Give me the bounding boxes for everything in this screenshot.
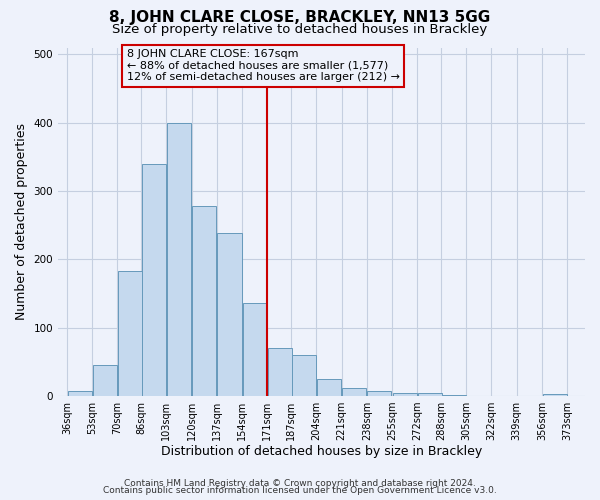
Bar bbox=[167, 122, 191, 396]
Bar bbox=[342, 388, 366, 396]
Bar bbox=[418, 393, 442, 396]
X-axis label: Distribution of detached houses by size in Brackley: Distribution of detached houses by size … bbox=[161, 444, 482, 458]
Bar bbox=[292, 355, 316, 396]
Bar bbox=[142, 164, 166, 396]
Bar bbox=[268, 348, 292, 396]
Bar bbox=[217, 234, 242, 396]
Text: 8, JOHN CLARE CLOSE, BRACKLEY, NN13 5GG: 8, JOHN CLARE CLOSE, BRACKLEY, NN13 5GG bbox=[109, 10, 491, 25]
Bar bbox=[392, 392, 416, 396]
Bar bbox=[242, 303, 267, 396]
Bar bbox=[68, 390, 92, 396]
Bar bbox=[542, 394, 566, 396]
Bar bbox=[192, 206, 216, 396]
Text: 8 JOHN CLARE CLOSE: 167sqm
← 88% of detached houses are smaller (1,577)
12% of s: 8 JOHN CLARE CLOSE: 167sqm ← 88% of deta… bbox=[127, 49, 400, 82]
Text: Contains HM Land Registry data © Crown copyright and database right 2024.: Contains HM Land Registry data © Crown c… bbox=[124, 478, 476, 488]
Bar bbox=[367, 391, 391, 396]
Y-axis label: Number of detached properties: Number of detached properties bbox=[15, 123, 28, 320]
Bar bbox=[118, 271, 142, 396]
Text: Size of property relative to detached houses in Brackley: Size of property relative to detached ho… bbox=[112, 22, 488, 36]
Bar bbox=[93, 364, 117, 396]
Bar bbox=[317, 379, 341, 396]
Text: Contains public sector information licensed under the Open Government Licence v3: Contains public sector information licen… bbox=[103, 486, 497, 495]
